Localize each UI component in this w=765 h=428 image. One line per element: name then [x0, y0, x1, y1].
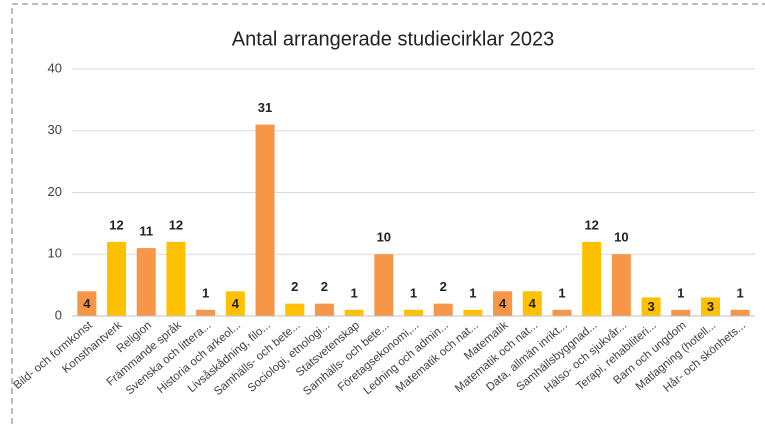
- data-label: 10: [377, 230, 391, 245]
- bar: [314, 303, 334, 316]
- y-tick-label: 10: [48, 246, 62, 261]
- data-label: 2: [321, 279, 328, 294]
- data-label: 31: [258, 100, 272, 115]
- bar: [374, 254, 394, 316]
- frame: [11, 3, 765, 428]
- bar: [730, 309, 750, 316]
- bar: [493, 291, 513, 316]
- y-tick-label: 40: [48, 60, 62, 75]
- bar: [522, 291, 542, 316]
- data-label: 1: [558, 285, 565, 300]
- data-label: 12: [584, 217, 598, 232]
- bar: [403, 309, 424, 316]
- bar: [107, 241, 127, 316]
- data-label: 4: [232, 296, 240, 311]
- bar: [671, 309, 691, 316]
- bar: [641, 297, 661, 316]
- data-label: 11: [139, 224, 153, 239]
- bar: [582, 241, 602, 316]
- data-label: 1: [350, 285, 357, 300]
- bar: [433, 303, 453, 316]
- data-label: 12: [109, 217, 123, 232]
- bar: [344, 309, 364, 316]
- bar: [700, 297, 720, 316]
- data-label: 1: [677, 285, 684, 300]
- bar: [255, 124, 275, 316]
- data-label: 4: [83, 296, 91, 311]
- y-tick-label: 20: [48, 184, 62, 199]
- data-label: 1: [737, 285, 744, 300]
- data-label: 1: [202, 285, 209, 300]
- data-label: 3: [647, 299, 654, 314]
- bar: [552, 309, 572, 316]
- data-label: 1: [469, 285, 476, 300]
- chart-title: Antal arrangerade studiecirklar 2023: [232, 28, 554, 50]
- bar: [77, 291, 97, 316]
- data-label: 2: [291, 279, 298, 294]
- bar: [463, 309, 483, 316]
- bar: [285, 303, 305, 316]
- bar: [225, 291, 245, 316]
- bar: [611, 254, 631, 316]
- y-tick-label: 0: [55, 307, 62, 322]
- data-label: 4: [529, 296, 537, 311]
- data-label: 2: [440, 279, 447, 294]
- data-label: 4: [499, 296, 507, 311]
- y-tick-label: 30: [48, 122, 62, 137]
- data-label: 1: [410, 285, 417, 300]
- bar: [166, 241, 186, 316]
- data-label: 12: [169, 217, 183, 232]
- data-label: 3: [707, 299, 714, 314]
- bar: [196, 309, 216, 316]
- data-label: 10: [614, 230, 628, 245]
- bar: [136, 248, 156, 316]
